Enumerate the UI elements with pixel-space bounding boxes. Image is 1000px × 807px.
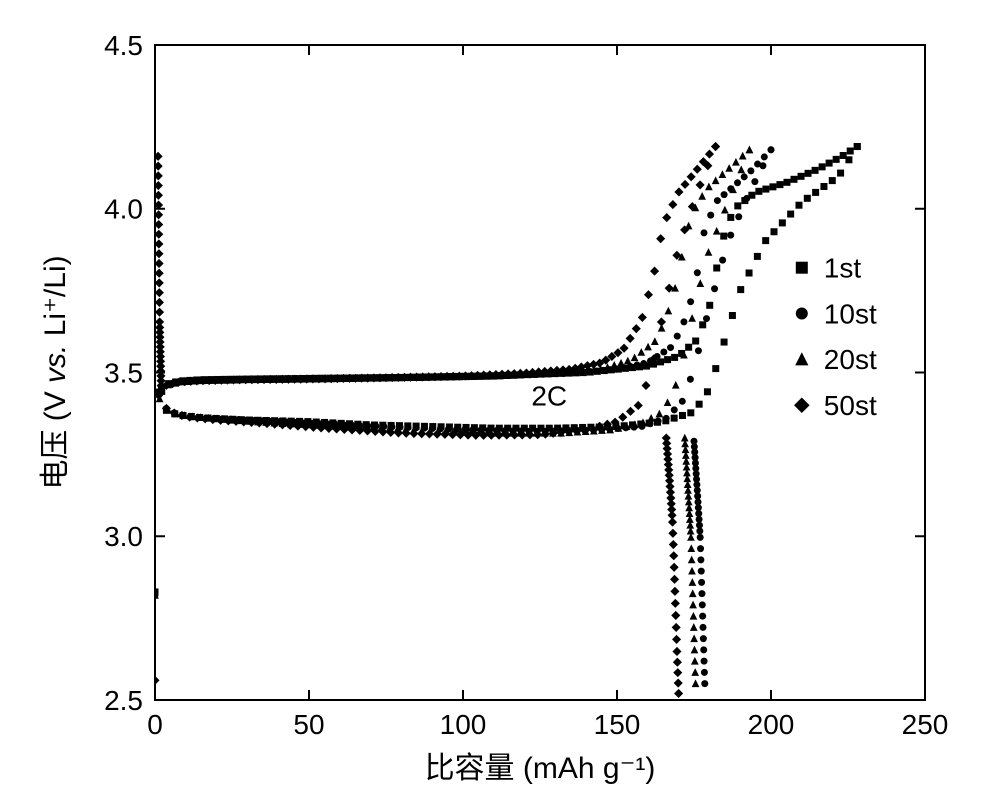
x-tick-label: 250 bbox=[902, 709, 949, 740]
x-tick-label: 0 bbox=[147, 709, 163, 740]
y-tick-label: 4.5 bbox=[104, 30, 143, 61]
legend-label: 50st bbox=[824, 390, 877, 421]
y-tick-label: 3.5 bbox=[104, 357, 143, 388]
legend-label: 1st bbox=[824, 253, 862, 284]
x-tick-label: 200 bbox=[748, 709, 795, 740]
chart-container: 0 50 100 150 200 250 2.5 3.0 3.5 4.0 4.5 比容量 (mAh g… bbox=[0, 0, 1000, 807]
x-tick-label: 50 bbox=[293, 709, 324, 740]
x-tick-label: 150 bbox=[594, 709, 641, 740]
x-tick-label: 100 bbox=[440, 709, 487, 740]
voltage-capacity-chart: 0 50 100 150 200 250 2.5 3.0 3.5 4.0 4.5 比容量 (mAh g… bbox=[0, 0, 1000, 807]
y-axis-label: 电压 (V vs. Li⁺/Li) bbox=[39, 255, 72, 489]
legend-label: 20st bbox=[824, 344, 877, 375]
y-tick-label: 2.5 bbox=[104, 685, 143, 716]
x-axis-label: 比容量 (mAh g⁻¹) bbox=[425, 752, 656, 785]
y-tick-label: 4.0 bbox=[104, 194, 143, 225]
rate-annotation: 2C bbox=[531, 380, 567, 411]
legend-label: 10st bbox=[824, 298, 877, 329]
y-tick-label: 3.0 bbox=[104, 521, 143, 552]
